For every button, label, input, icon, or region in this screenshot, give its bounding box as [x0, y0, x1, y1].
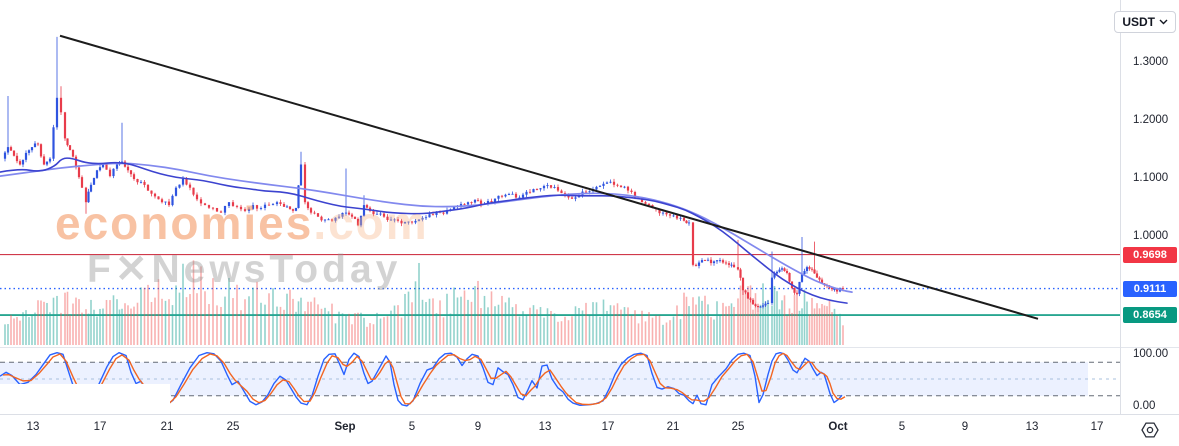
price-level-badge: 0.8654 — [1123, 307, 1177, 324]
time-axis-label: 25 — [226, 421, 240, 433]
price-level-badge: 0.9698 — [1123, 246, 1177, 263]
time-axis-label: 13 — [26, 421, 40, 433]
time-axis-label: 17 — [93, 421, 107, 433]
chevron-down-icon — [1159, 19, 1168, 25]
price-tick-label: 1.3000 — [1133, 56, 1169, 68]
time-axis-label: 13 — [1025, 421, 1039, 433]
time-axis-label: 21 — [160, 421, 174, 433]
indicator-axis-max: 100.00 — [1133, 348, 1169, 360]
time-axis-label: 13 — [538, 421, 552, 433]
price-tick-label: 1.0000 — [1133, 230, 1169, 242]
time-axis-label: 9 — [961, 421, 969, 433]
indicator-axis-min: 0.00 — [1133, 400, 1156, 412]
time-axis[interactable]: 13 17 21 25 Sep 5 9 13 17 21 25 Oct 5 9 13 17 — [0, 414, 1179, 446]
pane-separator[interactable] — [0, 347, 1179, 348]
time-axis-label: 21 — [666, 421, 680, 433]
currency-toggle-button[interactable]: USDT — [1114, 11, 1176, 33]
currency-toggle-label: USDT — [1122, 15, 1155, 29]
time-axis-label: 9 — [474, 421, 482, 433]
time-axis-label: Oct — [828, 421, 848, 433]
time-axis-label: 5 — [408, 421, 416, 433]
price-tick-label: 1.2000 — [1133, 114, 1169, 126]
time-axis-label: 17 — [601, 421, 615, 433]
price-level-badge: 0.9111 — [1123, 280, 1177, 297]
time-axis-label: Sep — [334, 421, 356, 433]
time-axis-label: 5 — [898, 421, 906, 433]
price-tick-label: 1.1000 — [1133, 172, 1169, 184]
time-axis-label: 17 — [1090, 421, 1104, 433]
settings-icon[interactable] — [1140, 420, 1160, 440]
price-axis[interactable]: USDT 100.00 0.00 1.3000 1.2000 1.1000 1.000… — [1114, 0, 1179, 414]
time-axis-label: 25 — [731, 421, 745, 433]
